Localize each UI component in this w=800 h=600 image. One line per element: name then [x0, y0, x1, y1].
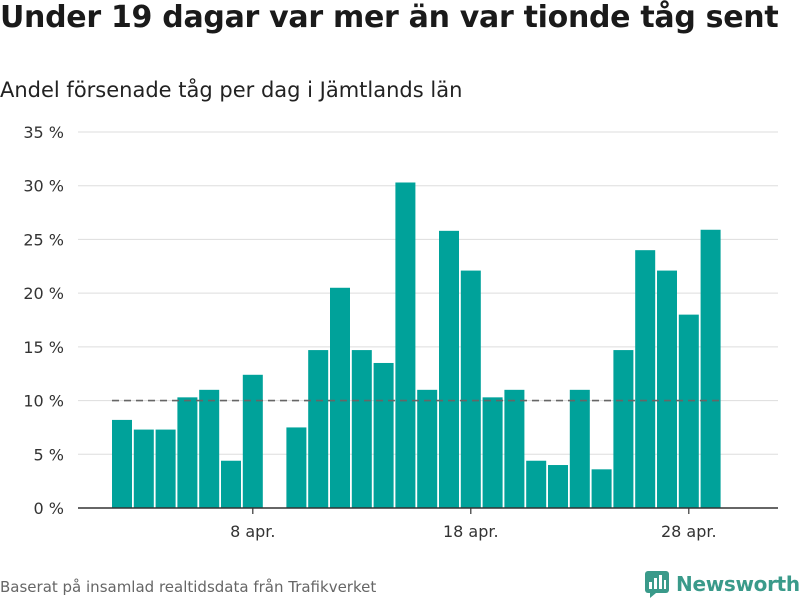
- y-tick-label: 25 %: [23, 230, 64, 249]
- y-tick-label: 20 %: [23, 284, 64, 303]
- bar: [155, 429, 176, 508]
- y-tick-label: 30 %: [23, 177, 64, 196]
- bar: [133, 429, 154, 508]
- bar: [657, 270, 677, 508]
- y-tick-label: 10 %: [23, 392, 64, 411]
- newsworthy-logo-icon: [645, 571, 669, 598]
- bar: [395, 182, 416, 508]
- y-tick-label: 35 %: [23, 123, 64, 142]
- bar: [700, 229, 721, 508]
- bar: [439, 230, 459, 508]
- x-tick-label: 8 apr.: [230, 522, 275, 541]
- bar: [613, 350, 634, 508]
- bar: [417, 389, 438, 508]
- brand-name: Newsworthy: [676, 572, 800, 596]
- x-tick-label: 18 apr.: [443, 522, 499, 541]
- bar: [526, 460, 547, 508]
- bar: [635, 250, 656, 508]
- bar: [591, 469, 612, 508]
- y-axis-labels: 0 % 5 % 10 % 15 % 20 % 25 % 30 % 35 %: [23, 123, 64, 518]
- chart-subtitle: Andel försenade tåg per dag i Jämtlands …: [0, 78, 463, 102]
- x-tick-label: 28 apr.: [661, 522, 717, 541]
- bar: [177, 397, 198, 508]
- bars: [112, 182, 721, 508]
- chart-title: Under 19 dagar var mer än var tionde tåg…: [0, 0, 779, 35]
- bar: [569, 389, 590, 508]
- x-axis: 8 apr. 18 apr. 28 apr.: [78, 507, 778, 541]
- bar: [678, 314, 699, 508]
- bar: [286, 427, 307, 508]
- bar: [504, 389, 525, 508]
- bar: [482, 397, 503, 508]
- y-tick-label: 15 %: [23, 338, 64, 357]
- y-tick-label: 5 %: [34, 445, 64, 464]
- bar: [460, 270, 481, 508]
- bar: [242, 374, 263, 508]
- bar: [221, 460, 241, 508]
- bar: [330, 287, 350, 508]
- source-note: Baserat på insamlad realtidsdata från Tr…: [0, 578, 377, 596]
- brand-logo: Newsworthy: [644, 570, 800, 598]
- bar: [373, 362, 394, 508]
- bar: [351, 350, 372, 508]
- bar: [308, 350, 329, 508]
- bar: [199, 389, 220, 508]
- bar: [548, 465, 568, 508]
- bar: [112, 419, 132, 508]
- y-tick-label: 0 %: [34, 499, 64, 518]
